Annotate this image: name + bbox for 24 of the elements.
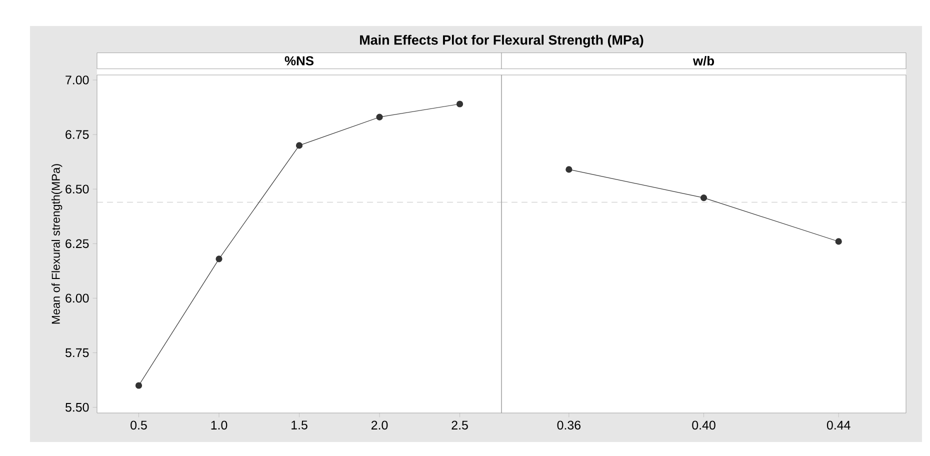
chart-subtitle: w/b <box>692 56 714 66</box>
point <box>296 142 303 149</box>
x-tick-label: 1.0 <box>211 420 228 430</box>
y-tick-label: 6.75 <box>66 130 89 139</box>
y-tick-label: 6.25 <box>66 239 89 248</box>
point <box>376 114 383 120</box>
x-tick-label: 0.36 <box>557 420 580 430</box>
point <box>135 382 142 389</box>
x-tick-label: 0.5 <box>130 420 147 430</box>
x-tick-label: 1.5 <box>292 420 308 430</box>
y-tick-label: 5.75 <box>66 348 89 358</box>
y-tick-label: 6.50 <box>66 184 89 194</box>
chart-subtitle: %NS <box>284 56 314 66</box>
x-tick-label: 0.40 <box>692 420 716 430</box>
y-axis-title: Mean of Flexural strength(MPa) <box>51 164 62 324</box>
x-tick-label: 2.0 <box>371 420 388 430</box>
point <box>216 256 222 262</box>
point <box>456 100 464 108</box>
chart-title: Main Effects Plot for Flexural Strength (MPa) <box>360 34 644 48</box>
x-tick-label: 0.44 <box>826 420 850 430</box>
y-tick-label: 7.00 <box>66 76 89 84</box>
y-tick-label: 5.50 <box>66 402 89 412</box>
y-tick-label: 6.00 <box>66 294 89 303</box>
x-tick-label: 2.5 <box>452 420 468 430</box>
